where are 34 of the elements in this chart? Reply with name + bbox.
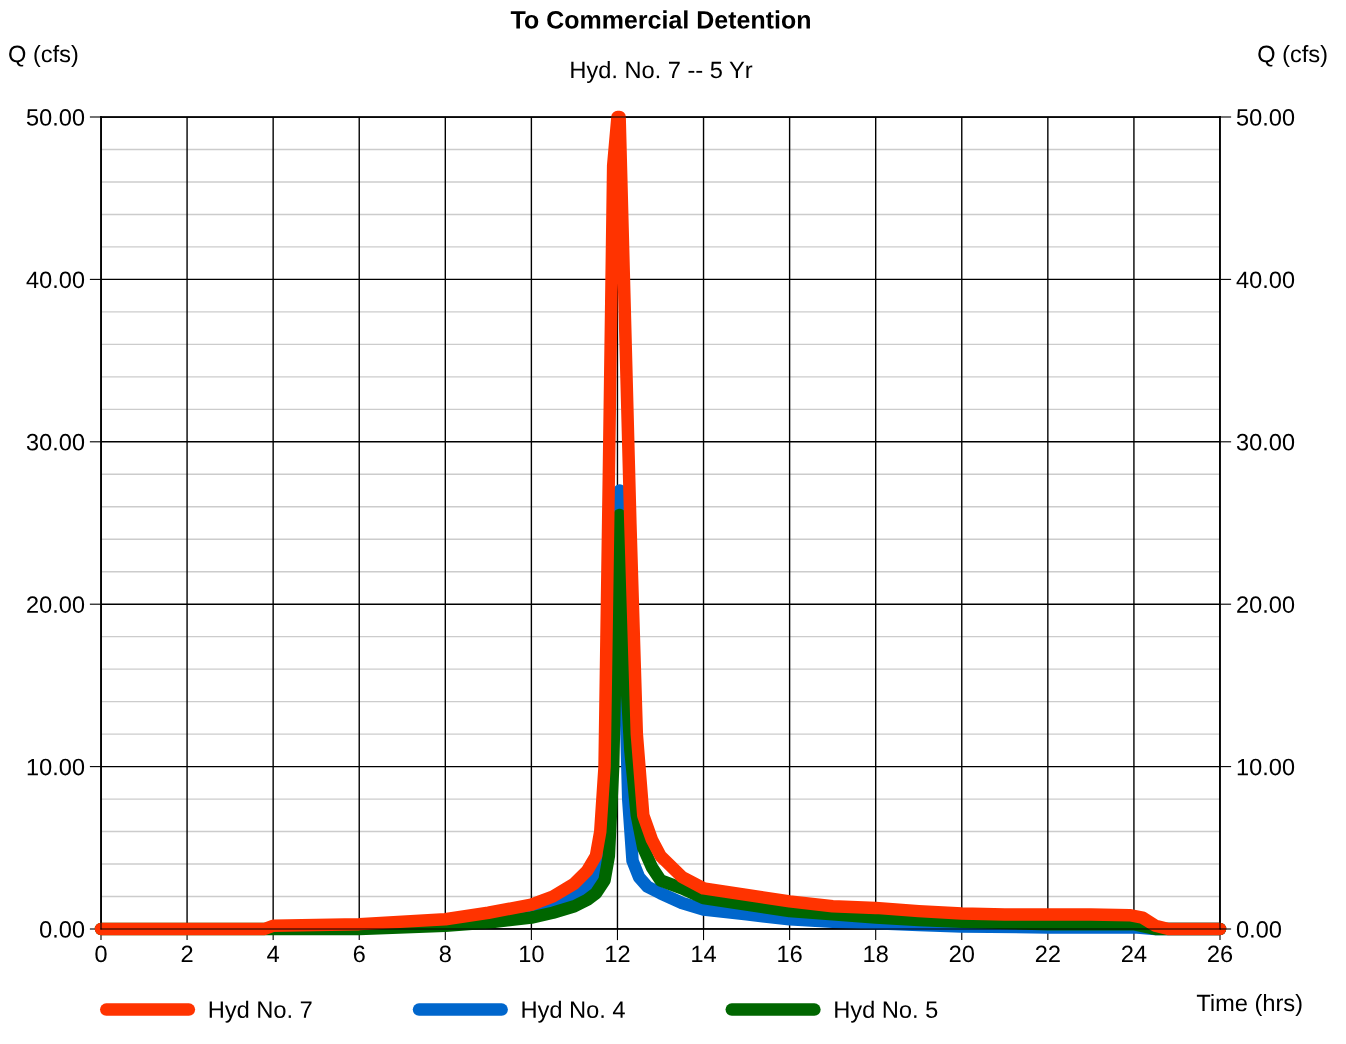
y2-tick-label: 10.00 [1237,758,1295,776]
x-tick-label: 14 [692,945,716,963]
x-tick-label: 20 [949,945,974,963]
x-tick-label: 18 [864,945,888,963]
y2-tick-label: 30.00 [1236,433,1295,451]
x-tick-label: 12 [606,945,630,963]
y-axis-title: Q (cfs) [9,45,78,67]
x-tick-label: 2 [181,945,193,963]
legend-label: Hyd No. 5 [835,1000,938,1023]
y2-tick-label: 0.00 [1236,921,1281,938]
y2-tick-label: 20.00 [1237,596,1295,613]
y-tick-label: 30.00 [26,433,85,451]
chart-subtitle: Hyd. No. 7 -- 5 Yr [571,61,753,83]
y-tick-label: 0.00 [40,921,85,938]
chart-title: To Commercial Detention [510,10,810,29]
legend-label: Hyd No. 7 [209,1000,312,1023]
y-tick-label: 20.00 [27,596,85,613]
x-tick-label: 8 [439,945,451,963]
x-tick-label: 6 [353,945,365,963]
legend-label: Hyd No. 4 [522,1000,625,1023]
x-tick-label: 24 [1121,945,1147,963]
x-tick-label: 0 [95,945,107,963]
y2-tick-label: 50.00 [1236,109,1295,126]
x-tick-label: 4 [267,945,280,963]
y2-tick-label: 40.00 [1236,271,1295,289]
y-tick-label: 40.00 [26,271,85,289]
x-axis-title: Time (hrs) [1196,993,1302,1016]
y2-axis-title: Q (cfs) [1258,45,1327,67]
y-tick-label: 10.00 [27,758,85,776]
x-tick-label: 22 [1035,945,1060,963]
y-tick-label: 50.00 [26,109,85,126]
x-tick-label: 16 [778,945,802,963]
x-tick-label: 10 [520,945,544,963]
x-tick-label: 26 [1208,945,1233,963]
